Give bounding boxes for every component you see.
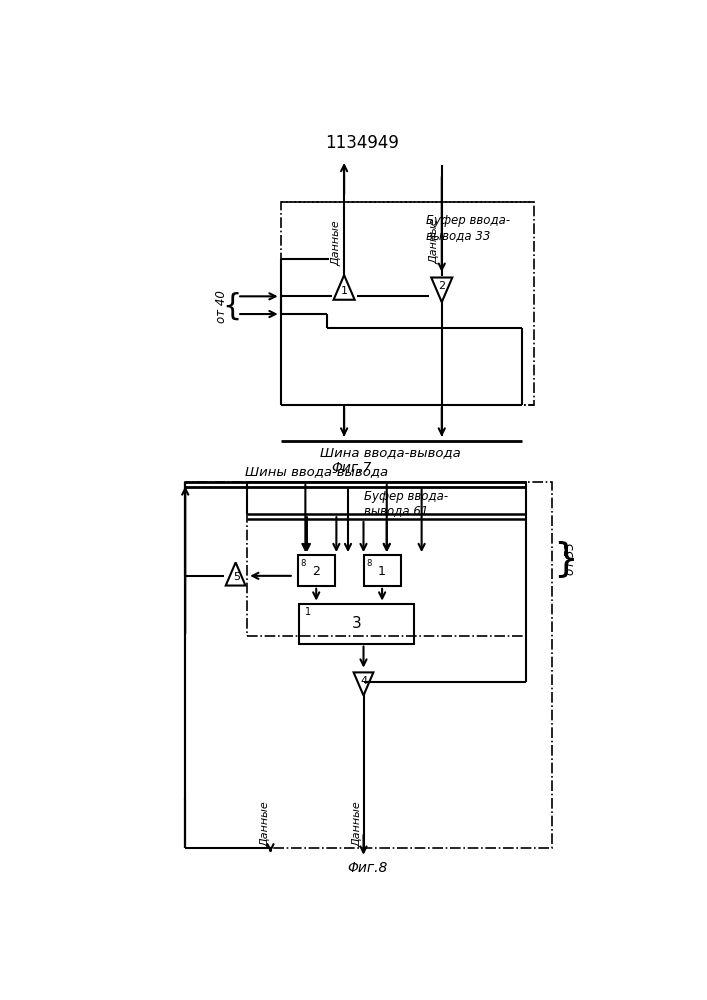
- Text: Буфер ввода-
вывода 61: Буфер ввода- вывода 61: [363, 490, 448, 518]
- Bar: [247, 482, 526, 636]
- Text: Шина ввода-вывода: Шина ввода-вывода: [320, 446, 461, 459]
- Text: 1: 1: [305, 607, 312, 617]
- Text: 8: 8: [366, 559, 372, 568]
- Text: от 40: от 40: [215, 290, 228, 323]
- Text: 4: 4: [361, 676, 368, 686]
- Text: 2: 2: [438, 281, 445, 291]
- Text: 3: 3: [351, 616, 361, 631]
- Text: от 53: от 53: [564, 542, 577, 575]
- Text: Данные: Данные: [352, 802, 362, 847]
- Text: Данные: Данные: [429, 218, 439, 264]
- Text: 2: 2: [312, 565, 320, 578]
- Bar: [363, 555, 401, 586]
- Text: {: {: [222, 292, 241, 321]
- Text: Данные: Данные: [332, 220, 341, 266]
- Text: Буфер ввода-
вывода 33: Буфер ввода- вывода 33: [426, 214, 510, 242]
- Bar: [281, 202, 534, 405]
- Text: 1: 1: [378, 565, 386, 578]
- Text: 1: 1: [341, 286, 348, 296]
- Text: }: }: [554, 540, 578, 578]
- Text: Φиг.8: Φиг.8: [347, 861, 387, 875]
- Bar: [298, 555, 335, 586]
- Text: Данные: Данные: [260, 802, 270, 847]
- Text: 8: 8: [300, 559, 305, 568]
- Text: 5: 5: [233, 572, 240, 582]
- Text: Φиг.7: Φиг.7: [332, 461, 372, 475]
- Bar: [299, 604, 414, 644]
- Bar: [185, 482, 552, 848]
- Text: Шины ввода-вывода: Шины ввода-вывода: [245, 465, 389, 478]
- Text: 1134949: 1134949: [325, 134, 399, 152]
